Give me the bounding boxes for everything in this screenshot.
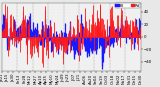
Legend: Bl, Rd: Bl, Rd <box>115 3 140 8</box>
